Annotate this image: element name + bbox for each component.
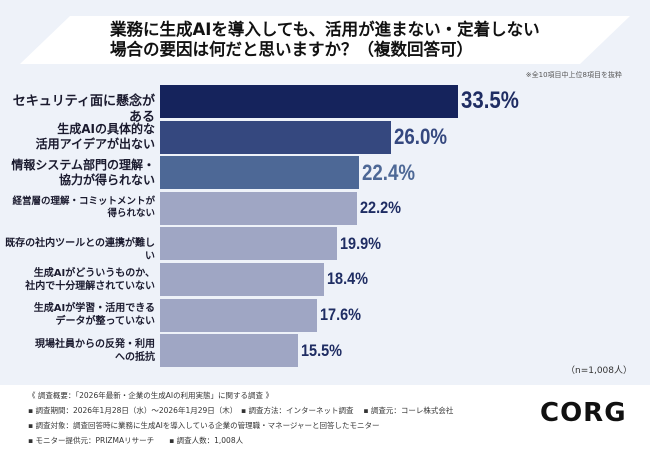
- bar: [160, 85, 458, 118]
- value-label: 17.6%: [319, 304, 361, 324]
- footer-line: ▪ 調査期間：2026年1月28日（水）～2026年1月29日（木） ▪ 調査方…: [28, 406, 454, 415]
- chart-title: 業務に生成AIを導入しても、活用が進まない・定着しない 場合の要因は何だと思いま…: [110, 20, 540, 60]
- footer-line: 《 調査概要：「2026年最新・企業の生成AIの利用実態」に関する調査 》: [28, 391, 273, 400]
- value-label: 33.5%: [461, 87, 519, 115]
- bar: [160, 120, 392, 154]
- core-logo: CORG: [540, 398, 627, 428]
- title-line-1: 業務に生成AIを導入しても、活用が進まない・定着しない: [110, 20, 540, 39]
- category-label: セキュリティ面に懸念がある: [12, 93, 155, 125]
- sample-size: （n=1,008人）: [565, 366, 632, 376]
- category-label: 現場社員からの反発・利用 への抵抗: [35, 338, 155, 363]
- value-label: 26.0%: [394, 123, 448, 149]
- category-label: 生成AIがどういうものか、 社内で十分理解されていない: [25, 267, 155, 292]
- footer-line: ▪ 調査対象：調査回答時に業務に生成AIを導入している企業の管理職・マネージャー…: [28, 421, 380, 430]
- bar: [160, 334, 298, 368]
- category-label: 情報システム部門の理解・ 協力が得られない: [11, 157, 155, 187]
- bar: [160, 298, 317, 332]
- value-label: 22.4%: [362, 159, 416, 185]
- bar: [160, 191, 358, 225]
- value-label: 22.2%: [360, 198, 402, 218]
- category-label: 生成AIが学習・活用できる データが整っていない: [33, 303, 155, 328]
- bar: [160, 156, 360, 190]
- value-label: 15.5%: [300, 340, 342, 360]
- category-label: 生成AIの具体的な 活用アイデアが出ない: [35, 122, 155, 152]
- value-label: 18.4%: [326, 269, 368, 289]
- footer-line: ▪ モニター提供元：PRIZMAリサーチ ▪ 調査人数：1,008人: [28, 436, 244, 445]
- bar: [160, 227, 338, 261]
- title-line-2: 場合の要因は何だと思いますか？（複数回答可）: [110, 40, 473, 59]
- title-band: [20, 16, 630, 64]
- survey-footer: 《 調査概要：「2026年最新・企業の生成AIの利用実態」に関する調査 》 ▪ …: [0, 385, 650, 450]
- bar-chart: セキュリティ面に懸念がある 33.5% 生成AIの具体的な 活用アイデアが出ない 26.…: [5, 85, 519, 368]
- category-label: 経営層の理解・コミットメントが 得られない: [12, 195, 155, 220]
- chart-note: ※全10項目中上位8項目を抜粋: [525, 71, 622, 79]
- category-label: 既存の社内ツールとの連携が難しい: [5, 238, 155, 263]
- bar: [160, 263, 324, 296]
- value-label: 19.9%: [340, 233, 381, 253]
